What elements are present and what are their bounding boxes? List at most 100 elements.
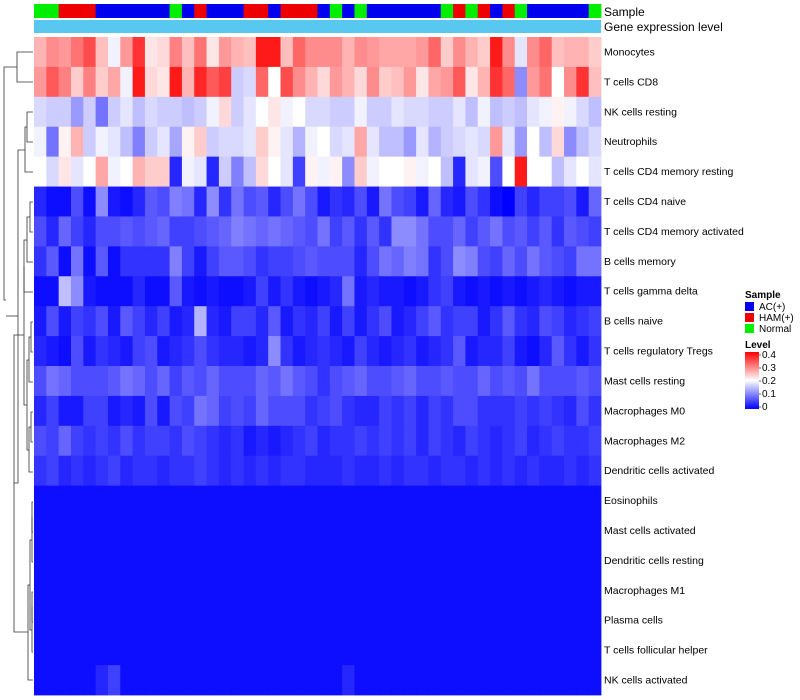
heatmap-cell bbox=[46, 126, 60, 158]
heatmap-cell bbox=[83, 515, 97, 546]
sample-cell bbox=[477, 4, 491, 18]
heatmap-cell bbox=[194, 366, 207, 397]
heatmap-cell bbox=[416, 545, 429, 576]
heatmap-cell bbox=[477, 455, 491, 487]
heatmap-cell bbox=[391, 605, 405, 636]
heatmap-cell bbox=[231, 395, 244, 427]
sample-cell bbox=[551, 4, 565, 18]
heatmap-cell bbox=[527, 366, 540, 397]
heatmap-cell bbox=[34, 366, 47, 397]
heatmap-cell bbox=[527, 605, 540, 636]
heatmap-cell bbox=[34, 126, 47, 158]
heatmap-cell bbox=[588, 366, 602, 397]
heatmap-cell bbox=[477, 66, 491, 98]
heatmap-cell bbox=[107, 485, 121, 516]
heatmap-cell bbox=[354, 455, 368, 487]
heatmap-cell bbox=[366, 66, 380, 98]
heatmap-cell bbox=[157, 635, 170, 666]
heatmap-cell bbox=[379, 336, 392, 367]
sample-cell bbox=[428, 4, 442, 18]
heatmap-cell bbox=[514, 575, 528, 606]
heatmap-cell bbox=[342, 306, 355, 337]
heatmap-cell bbox=[379, 605, 392, 636]
heatmap-cell bbox=[120, 306, 134, 337]
heatmap-cell bbox=[564, 66, 577, 98]
heatmap-cell bbox=[305, 216, 318, 247]
heatmap-cell bbox=[502, 276, 516, 307]
heatmap-cell bbox=[588, 545, 602, 576]
heatmap-cell bbox=[268, 186, 281, 217]
heatmap-cell bbox=[206, 66, 220, 98]
heatmap-cell bbox=[120, 336, 134, 367]
heatmap-cell bbox=[490, 66, 503, 98]
heatmap-cell bbox=[83, 485, 97, 516]
heatmap-cell bbox=[403, 455, 417, 487]
heatmap-cell bbox=[490, 186, 503, 217]
heatmap-cell bbox=[588, 515, 602, 546]
heatmap-cell bbox=[551, 425, 565, 457]
heatmap-cell bbox=[132, 37, 146, 68]
heatmap-cell bbox=[83, 96, 97, 128]
row-label: Mast cells resting bbox=[604, 375, 685, 387]
heatmap-cell bbox=[95, 96, 109, 128]
heatmap-cell bbox=[465, 156, 479, 187]
heatmap-cell bbox=[502, 306, 516, 337]
heatmap-cell bbox=[305, 156, 318, 187]
heatmap-cell bbox=[83, 156, 97, 187]
heatmap-cell bbox=[551, 455, 565, 487]
heatmap-cell bbox=[144, 366, 158, 397]
heatmap-cell bbox=[379, 96, 392, 128]
heatmap-cell bbox=[169, 545, 183, 576]
heatmap-cell bbox=[132, 306, 146, 337]
row-label: NK cells resting bbox=[604, 106, 677, 118]
heatmap-cell bbox=[564, 545, 577, 576]
heatmap-cell bbox=[354, 665, 368, 696]
heatmap-cell bbox=[107, 575, 121, 606]
heatmap-cell bbox=[416, 276, 429, 307]
heatmap-cell bbox=[588, 66, 602, 98]
heatmap-cell bbox=[527, 156, 540, 187]
legend-label-normal: Normal bbox=[759, 324, 791, 335]
heatmap-cell bbox=[403, 425, 417, 457]
heatmap-cell bbox=[551, 276, 565, 307]
heatmap-cell bbox=[218, 366, 232, 397]
heatmap-cell bbox=[588, 216, 602, 247]
sample-cell bbox=[58, 4, 72, 18]
heatmap-cell bbox=[292, 276, 306, 307]
heatmap-cell bbox=[428, 425, 442, 457]
heatmap-cell bbox=[46, 515, 60, 546]
heatmap-cell bbox=[305, 276, 318, 307]
heatmap-cell bbox=[107, 276, 121, 307]
heatmap-cell bbox=[514, 635, 528, 666]
heatmap-cell bbox=[564, 126, 577, 158]
heatmap-cell bbox=[317, 425, 331, 457]
heatmap-cell bbox=[354, 515, 368, 546]
heatmap-cell bbox=[490, 605, 503, 636]
heatmap-cell bbox=[440, 276, 454, 307]
heatmap-cell bbox=[280, 276, 294, 307]
row-label: T cells gamma delta bbox=[604, 286, 698, 298]
heatmap-cell bbox=[477, 276, 491, 307]
sample-cell bbox=[231, 4, 244, 18]
heatmap-cell bbox=[58, 545, 72, 576]
heatmap-cell bbox=[551, 186, 565, 217]
heatmap-cell bbox=[70, 605, 84, 636]
heatmap-cell bbox=[428, 605, 442, 636]
heatmap-cell bbox=[551, 515, 565, 546]
sample-cell bbox=[120, 4, 134, 18]
heatmap-cell bbox=[342, 635, 355, 666]
heatmap-cell bbox=[132, 276, 146, 307]
heatmap-cell bbox=[231, 515, 244, 546]
heatmap-cell bbox=[588, 635, 602, 666]
heatmap-cell bbox=[342, 336, 355, 367]
heatmap-cell bbox=[107, 126, 121, 158]
heatmap-cell bbox=[34, 156, 47, 187]
heatmap-cell bbox=[144, 545, 158, 576]
heatmap-cell bbox=[366, 485, 380, 516]
heatmap-cell bbox=[218, 186, 232, 217]
heatmap-cell bbox=[490, 665, 503, 696]
heatmap-cells bbox=[34, 37, 602, 696]
sample-cell bbox=[342, 4, 355, 18]
heatmap-cell bbox=[428, 515, 442, 546]
heatmap-cell bbox=[280, 336, 294, 367]
